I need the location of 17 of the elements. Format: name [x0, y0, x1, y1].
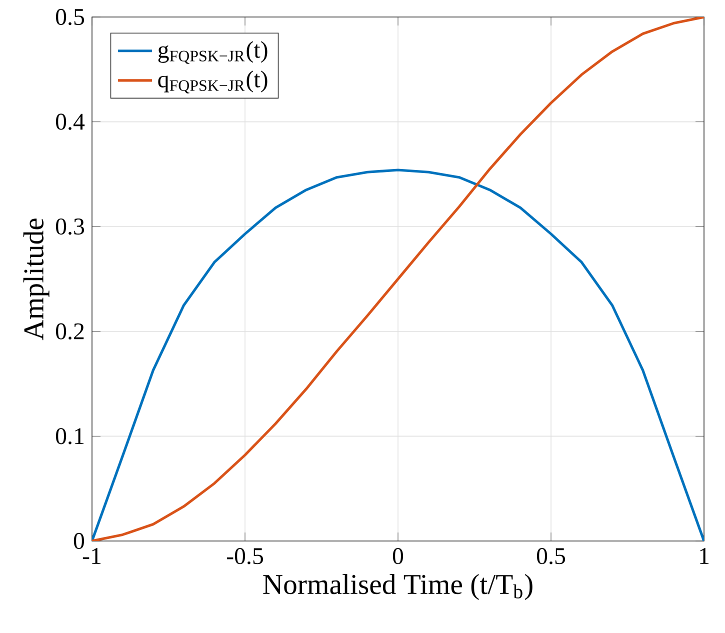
x-axis-title: Normalised Time (t/T$_{b}$) — [263, 574, 532, 600]
x-tick-label: 0 — [392, 548, 404, 564]
y-tick-label: 0 — [74, 532, 84, 550]
line-series — [92, 17, 704, 541]
y-axis-title: Amplitude — [23, 218, 50, 340]
x-tick-label: -0.5 — [226, 548, 263, 564]
y-tick-label: 0.2 — [56, 323, 84, 340]
legend-label: g$_{FQPSK−JR}$(t) — [158, 41, 268, 64]
x-tick-label: -1 — [82, 548, 101, 564]
line-series — [92, 168, 704, 541]
x-tick-label: 0.5 — [536, 548, 566, 564]
x-tick-label: 1 — [700, 548, 709, 564]
legend-label: q$_{FQPSK−JR}$(t) — [158, 70, 268, 94]
y-tick-label: 0.1 — [56, 428, 84, 444]
y-tick-label: 0.5 — [56, 8, 84, 26]
y-tick-label: 0.4 — [56, 114, 85, 130]
y-tick-label: 0.3 — [56, 218, 84, 235]
